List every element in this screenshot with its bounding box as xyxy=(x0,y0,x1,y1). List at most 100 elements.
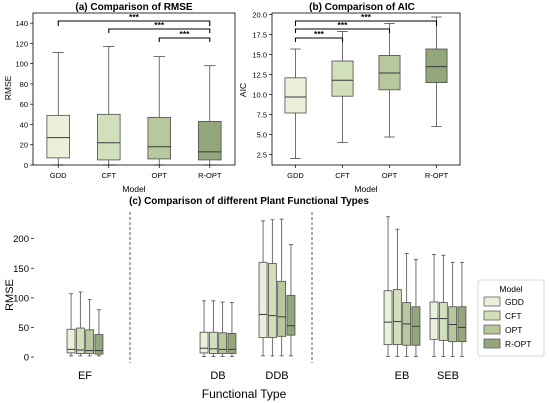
panel-c: (c) Comparison of different Plant Functi… xyxy=(4,196,467,401)
panel-b-ytick-label: 12.5 xyxy=(252,71,267,80)
panel-c-box-ef-cft xyxy=(75,291,85,357)
legend: Model GDD CFT OPT R-OPT xyxy=(477,279,545,357)
panel-b-ytick-label: 17.5 xyxy=(252,31,267,40)
panel-a-significance-label: *** xyxy=(180,29,191,39)
panel-a-significance-label: *** xyxy=(129,12,140,22)
panel-c-group-seb xyxy=(429,254,467,357)
panel-c-box-ddb-gdd xyxy=(258,220,268,357)
panel-b-ylabel: AIC xyxy=(238,83,248,97)
panel-a-box-opt-iqr xyxy=(147,116,172,160)
panel-b-significance-label: *** xyxy=(361,12,372,22)
panel-a-xtick-label: GDD xyxy=(50,171,67,180)
panel-a-ylabel: RMSE xyxy=(3,75,13,100)
panel-a-ytick-label: 0 xyxy=(24,161,28,170)
panel-b: (b) Comparison of AIC AIC Model 2.5 5.0 7.… xyxy=(238,2,461,194)
panel-c-ytick-label: 50 xyxy=(18,323,29,334)
panel-c-group-ddb xyxy=(258,218,296,357)
panel-c-xtick-label: EF xyxy=(78,370,92,382)
panel-c-box-seb-r-opt-iqr xyxy=(457,306,467,343)
panel-c-box-db-gdd-iqr xyxy=(199,331,209,354)
panel-c-box-seb-gdd xyxy=(429,254,439,357)
panel-c-box-db-cft-iqr xyxy=(208,331,218,354)
legend-label: CFT xyxy=(505,311,522,321)
panel-c-xtick-label: DDB xyxy=(265,370,288,382)
panel-c-xtick-label: EB xyxy=(395,370,410,382)
panel-b-xtick-label: R-OPT xyxy=(425,171,449,180)
panel-a-box-cft-iqr xyxy=(96,113,121,161)
panel-a-xtick-label: CFT xyxy=(101,171,116,180)
panel-b-significance-bracket: *** xyxy=(294,29,344,42)
panel-c-box-seb-r-opt xyxy=(457,261,467,357)
panel-a-xlabel: Model xyxy=(122,184,145,194)
panel-b-significance-bracket: *** xyxy=(294,12,438,26)
panel-c-box-eb-r-opt xyxy=(411,258,421,357)
panel-a-box-gdd-iqr xyxy=(46,114,71,159)
panel-a-significance-bracket: *** xyxy=(57,12,211,26)
panel-b-box-r-opt-iqr xyxy=(425,48,448,83)
legend-item-cft: CFT xyxy=(483,310,522,321)
panel-b-frame xyxy=(271,12,461,166)
panel-a: (a) Comparison of RMSE RMSE Model 0 20 40 6… xyxy=(3,2,236,194)
panel-a-ytick-label: 120 xyxy=(15,39,28,48)
legend-label: GDD xyxy=(505,297,524,307)
legend-item-opt: OPT xyxy=(483,324,522,335)
panel-b-significance-label: *** xyxy=(314,29,325,39)
panel-b-ytick-label: 15.0 xyxy=(252,51,267,60)
panel-a-box-r-opt xyxy=(197,65,222,166)
panel-a-ytick-label: 100 xyxy=(15,60,28,69)
panel-c-ytick-label: 150 xyxy=(13,264,29,275)
panel-c-box-db-gdd xyxy=(199,300,209,357)
panel-c-box-ddb-r-opt xyxy=(286,244,296,357)
panel-c-ylabel: RMSE xyxy=(4,279,16,311)
panel-b-box-gdd-iqr xyxy=(284,77,307,114)
panel-a-ytick-label: 80 xyxy=(20,80,28,89)
panel-c-group-ef xyxy=(66,291,104,357)
panel-b-title: (b) Comparison of AIC xyxy=(309,2,415,13)
legend-label: R-OPT xyxy=(505,339,531,349)
panel-b-box-r-opt xyxy=(425,16,448,127)
panel-c-xtick-label: DB xyxy=(210,370,225,382)
panel-c-box-eb-cft-iqr xyxy=(392,289,402,346)
panel-a-ytick-label: 20 xyxy=(20,141,28,150)
panel-c-box-seb-cft-iqr xyxy=(438,302,448,341)
panel-a-box-cft xyxy=(96,46,121,166)
panel-a-box-r-opt-iqr xyxy=(197,121,222,161)
panel-c-box-ef-r-opt xyxy=(94,309,104,357)
panel-c-box-eb-gdd xyxy=(383,216,393,357)
panel-c-box-ef-opt-iqr xyxy=(85,329,95,354)
legend-item-r-opt: R-OPT xyxy=(483,338,531,349)
panel-b-significance-bracket: *** xyxy=(294,20,391,33)
panel-a-ytick-label: 40 xyxy=(20,120,28,129)
panel-c-box-eb-cft xyxy=(392,228,402,357)
panel-c-box-ddb-cft xyxy=(267,219,277,357)
panel-c-box-ddb-r-opt-iqr xyxy=(286,295,296,336)
panel-c-xtick-label: SEB xyxy=(437,370,459,382)
panel-a-significance-label: *** xyxy=(154,20,165,30)
panel-c-box-ef-gdd-iqr xyxy=(66,328,76,354)
panel-c-title: (c) Comparison of different Plant Functi… xyxy=(129,196,369,207)
panel-a-ytick-label: 140 xyxy=(15,19,28,28)
legend-swatch xyxy=(483,310,501,321)
panel-b-box-cft-iqr xyxy=(331,60,354,97)
panel-b-xtick-label: CFT xyxy=(335,171,350,180)
panel-b-ytick-label: 5.0 xyxy=(257,131,267,140)
panel-b-xlabel: Model xyxy=(354,184,377,194)
panel-c-box-seb-opt xyxy=(448,261,458,357)
panel-a-xtick-label: OPT xyxy=(152,171,168,180)
panel-c-box-db-cft xyxy=(208,300,218,357)
panel-b-ytick-label: 10.0 xyxy=(252,91,267,100)
panel-a-box-gdd xyxy=(46,52,71,166)
panel-c-box-ddb-opt xyxy=(277,218,287,357)
legend-swatch xyxy=(483,338,501,349)
panel-c-box-db-opt-iqr xyxy=(218,332,228,354)
panel-c-group-eb xyxy=(383,216,421,357)
panel-c-box-ef-gdd xyxy=(66,293,76,357)
panel-c-box-db-opt xyxy=(218,301,228,357)
panel-b-xtick-label: GDD xyxy=(287,171,304,180)
legend-title: Model xyxy=(499,284,522,294)
panel-c-box-ddb-cft-iqr xyxy=(267,263,277,338)
legend-swatch xyxy=(483,324,501,335)
panel-c-box-ef-cft-iqr xyxy=(75,327,85,354)
panel-b-ytick-label: 7.5 xyxy=(257,111,267,120)
